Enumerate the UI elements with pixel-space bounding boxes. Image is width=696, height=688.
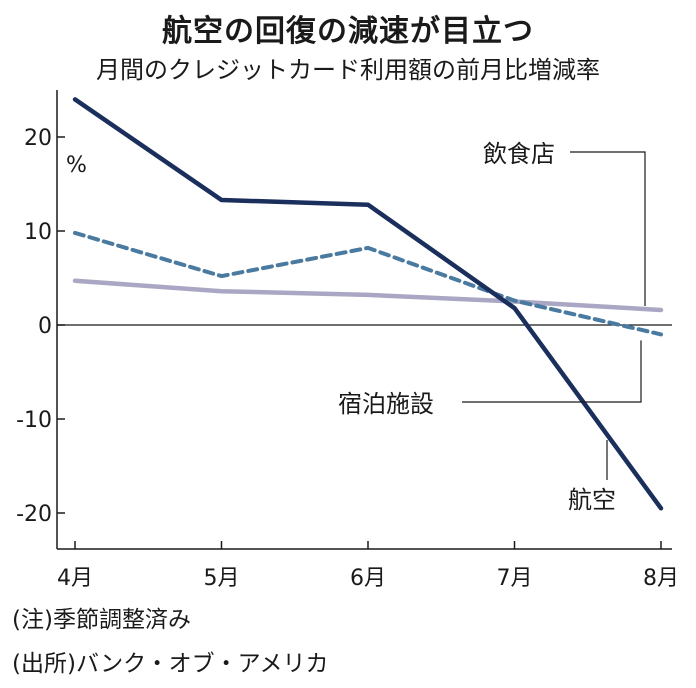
footnote-source: (出所)バンク・オブ・アメリカ (12, 651, 329, 677)
x-tick-label: 7月 (497, 566, 533, 591)
series-line-2 (73, 230, 663, 337)
y-tick-label: 20 (24, 126, 52, 151)
x-tick-label: 8月 (643, 566, 679, 591)
series-label-airline: 航空 (568, 486, 616, 514)
y-tick-label: 0 (38, 314, 52, 339)
y-tick-label: -20 (16, 502, 52, 527)
series-label-lodging: 宿泊施設 (338, 390, 434, 418)
chart-subtitle: 月間のクレジットカード利用額の前月比増減率 (96, 56, 600, 84)
leader-line-restaurant (570, 151, 646, 306)
y-tick-label: -10 (16, 408, 52, 433)
x-tick-label: 5月 (204, 566, 240, 591)
series-layer (72, 97, 664, 511)
series-line-0 (72, 97, 664, 511)
footnote-seasonal: (注)季節調整済み (12, 607, 191, 633)
y-tick-label: 10 (24, 220, 52, 245)
x-tick-label: 6月 (350, 566, 386, 591)
axes: 20 10 0 -10 -20% 4月 5月 6月 7月 8月 (16, 90, 679, 591)
chart-title: 航空の回復の減速が目立つ (162, 14, 534, 49)
x-tick-label: 4月 (57, 566, 93, 591)
leader-line-lodging (462, 340, 642, 403)
series-line-1 (72, 278, 664, 313)
series-label-restaurant: 飲食店 (483, 140, 555, 168)
y-unit-label: % (66, 153, 87, 178)
